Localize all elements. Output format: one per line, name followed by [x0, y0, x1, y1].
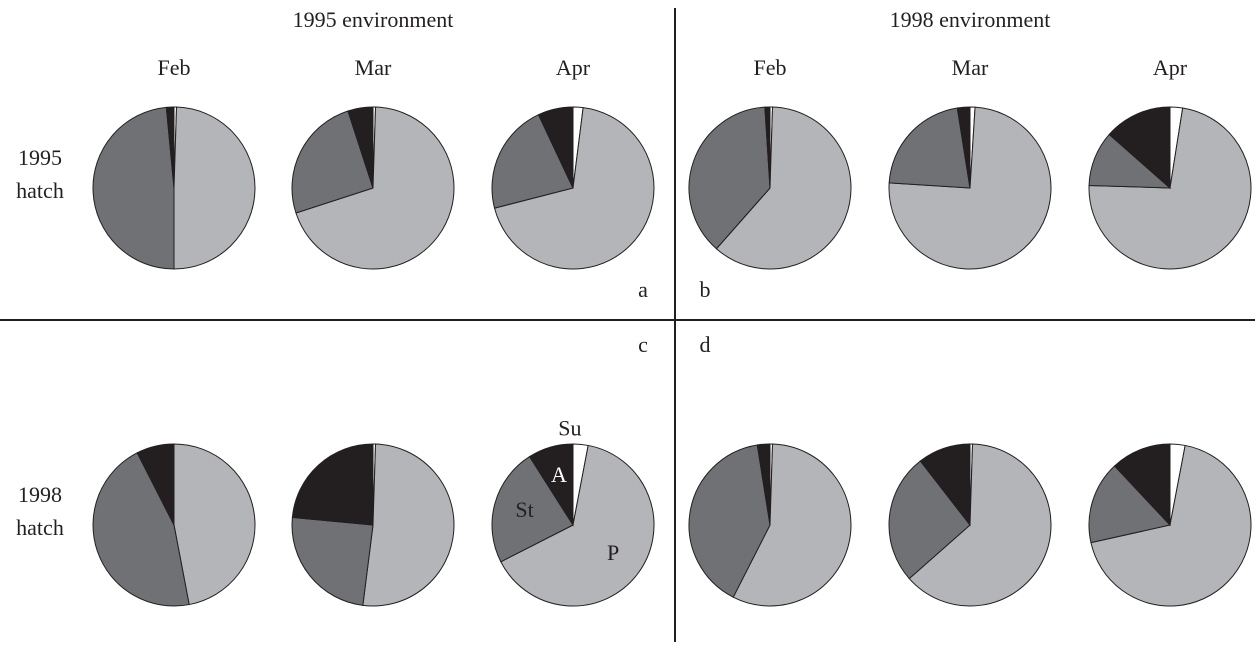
pie-slice [688, 444, 771, 598]
slice-label: St [515, 497, 533, 522]
pie-slice [688, 106, 771, 250]
pie-slice [764, 106, 771, 189]
row-label: hatch [16, 515, 64, 540]
panel-letter: a [638, 277, 648, 302]
pie-slice [956, 106, 971, 189]
pie-slice [1108, 106, 1171, 190]
pie-slice [888, 460, 971, 580]
pie-slice [136, 443, 175, 526]
pie-slice [715, 106, 852, 270]
pie-title: Feb [754, 55, 787, 80]
pie-title: Apr [1153, 55, 1188, 80]
row-label: 1998 [18, 482, 62, 507]
pie-slice [493, 107, 655, 270]
pie-slice [347, 106, 374, 189]
pie-slice [756, 443, 771, 526]
pie-title: Feb [158, 55, 191, 80]
pie-slice [1088, 465, 1171, 544]
pie-slice [291, 516, 374, 606]
row-label: hatch [16, 178, 64, 203]
pie-slice [500, 444, 655, 607]
pie-slice [92, 106, 175, 270]
pie-slice [362, 443, 455, 607]
pie-slice [295, 106, 455, 270]
pie-slice [888, 107, 971, 189]
column-header: 1995 environment [293, 7, 454, 32]
pie-slice [1090, 444, 1252, 607]
slice-label: P [607, 540, 619, 565]
pie-slice [92, 452, 190, 607]
slice-label: A [551, 462, 567, 487]
pie-slice [173, 443, 256, 606]
pie-slice [919, 443, 971, 527]
pie-slice [908, 443, 1052, 607]
panel-letter: c [638, 332, 648, 357]
column-header: 1998 environment [890, 7, 1051, 32]
pie-title: Mar [952, 55, 989, 80]
pie-slice [173, 106, 256, 270]
pie-slice [732, 443, 852, 607]
pie-slice [291, 110, 374, 214]
pie-slice [528, 443, 574, 527]
pie-slice [491, 114, 574, 209]
panel-letter: b [700, 277, 711, 302]
slice-label: Su [558, 416, 581, 441]
panel-letter: d [700, 332, 711, 357]
pie-slice [165, 106, 175, 189]
row-label: 1995 [18, 145, 62, 170]
pie-slice [1113, 443, 1171, 527]
pie-slice [537, 106, 574, 189]
pie-slice [291, 443, 374, 526]
pie-title: Apr [556, 55, 591, 80]
pie-slice [491, 455, 574, 563]
pie-title: Mar [355, 55, 392, 80]
